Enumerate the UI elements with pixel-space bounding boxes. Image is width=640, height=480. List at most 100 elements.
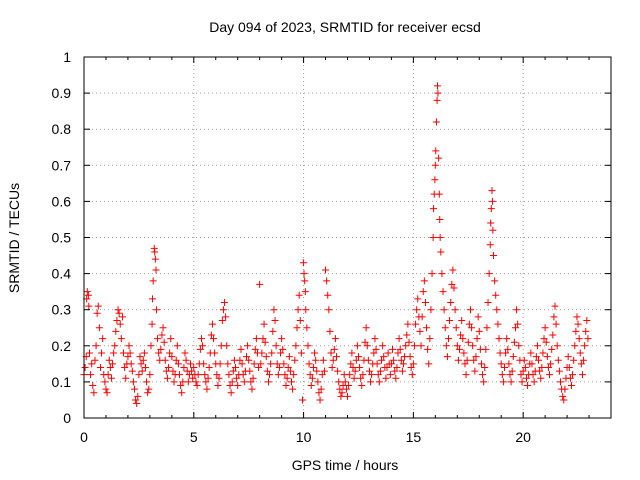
data-point xyxy=(261,338,269,346)
data-point xyxy=(486,241,494,249)
data-point xyxy=(91,356,99,364)
data-point xyxy=(424,345,432,353)
data-point xyxy=(434,89,442,97)
data-point xyxy=(553,342,561,350)
data-point xyxy=(189,374,197,382)
data-point xyxy=(125,342,133,350)
data-point xyxy=(136,353,144,361)
data-point xyxy=(331,335,339,343)
data-point xyxy=(353,342,361,350)
data-point xyxy=(177,382,185,390)
data-point xyxy=(398,367,406,375)
data-point xyxy=(170,378,178,386)
data-point xyxy=(410,342,418,350)
data-point xyxy=(202,378,210,386)
x-tick-label: 5 xyxy=(190,429,198,445)
data-point xyxy=(427,306,435,314)
data-point xyxy=(480,378,488,386)
data-point xyxy=(268,349,276,357)
data-point xyxy=(337,392,345,400)
data-point xyxy=(372,345,380,353)
data-point xyxy=(482,345,490,353)
data-point xyxy=(228,378,236,386)
data-point xyxy=(362,324,370,332)
data-point xyxy=(242,353,250,361)
data-point xyxy=(351,367,359,375)
data-point xyxy=(463,356,471,364)
data-point xyxy=(569,371,577,379)
data-point xyxy=(173,342,181,350)
data-point xyxy=(370,349,378,357)
data-point xyxy=(382,374,390,382)
data-point xyxy=(93,309,101,317)
data-point xyxy=(395,335,403,343)
data-point xyxy=(483,324,491,332)
data-point xyxy=(491,277,499,285)
data-point xyxy=(354,353,362,361)
data-point xyxy=(384,349,392,357)
data-point xyxy=(425,360,433,368)
data-point xyxy=(194,371,202,379)
data-point xyxy=(279,345,287,353)
data-point xyxy=(407,363,415,371)
data-point xyxy=(498,371,506,379)
data-point xyxy=(280,360,288,368)
data-point xyxy=(560,396,568,404)
data-point xyxy=(475,327,483,335)
data-point xyxy=(297,349,305,357)
data-point xyxy=(453,342,461,350)
data-point xyxy=(583,317,591,325)
data-point xyxy=(391,367,399,375)
y-tick-label: 0.8 xyxy=(52,121,72,137)
data-point xyxy=(549,331,557,339)
data-point xyxy=(197,335,205,343)
data-point xyxy=(431,176,439,184)
data-point xyxy=(448,280,456,288)
data-point xyxy=(167,335,175,343)
data-point xyxy=(248,385,256,393)
data-point xyxy=(200,360,208,368)
data-point xyxy=(565,363,573,371)
data-point xyxy=(584,335,592,343)
data-point xyxy=(449,266,457,274)
data-point xyxy=(132,396,140,404)
data-point xyxy=(232,363,240,371)
data-point xyxy=(221,298,229,306)
data-point xyxy=(389,345,397,353)
data-point xyxy=(570,356,578,364)
data-point xyxy=(376,367,384,375)
data-point xyxy=(412,320,420,328)
y-tick-label: 0.3 xyxy=(52,302,72,318)
data-point xyxy=(567,382,575,390)
data-point xyxy=(403,331,411,339)
data-point xyxy=(203,385,211,393)
data-point xyxy=(305,360,313,368)
data-point xyxy=(260,320,268,328)
data-point xyxy=(172,356,180,364)
data-point xyxy=(550,313,558,321)
data-point xyxy=(128,367,136,375)
data-point xyxy=(285,353,293,361)
data-point xyxy=(367,378,375,386)
data-point xyxy=(540,335,548,343)
data-point xyxy=(546,371,554,379)
y-tick-label: 0.6 xyxy=(52,193,72,209)
data-point xyxy=(223,342,231,350)
data-point xyxy=(460,349,468,357)
data-point xyxy=(399,360,407,368)
data-point xyxy=(527,349,535,357)
data-point xyxy=(471,367,479,375)
data-point xyxy=(307,382,315,390)
data-point xyxy=(524,382,532,390)
data-point xyxy=(121,363,129,371)
data-point xyxy=(481,363,489,371)
data-point xyxy=(561,385,569,393)
data-point xyxy=(293,324,301,332)
data-point xyxy=(528,360,536,368)
data-point xyxy=(502,349,510,357)
data-point xyxy=(396,345,404,353)
data-point xyxy=(109,360,117,368)
data-point xyxy=(371,335,379,343)
data-point xyxy=(300,259,308,267)
